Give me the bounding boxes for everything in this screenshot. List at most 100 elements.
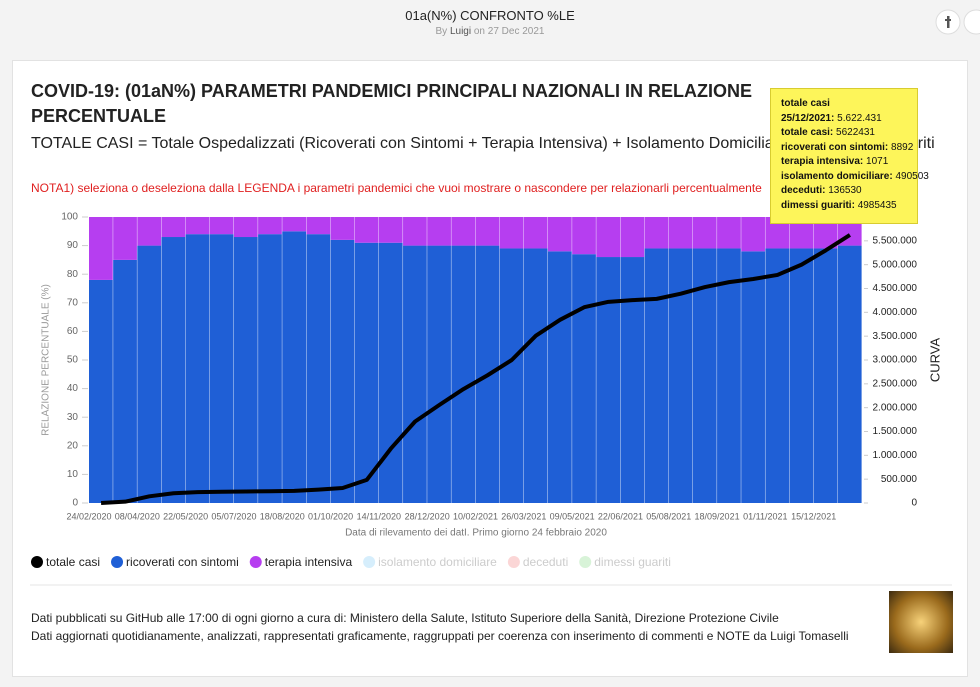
author[interactable]: Luigi xyxy=(449,26,472,37)
y2-tick-label: 4.500.000 xyxy=(873,283,918,294)
byline: By Luigi on 27 Dec 2021 xyxy=(0,26,980,37)
bar-segment xyxy=(330,239,355,503)
tooltip-row: dimessi guariti: 4985435 xyxy=(781,199,917,214)
x-tick-label: 22/05/2020 xyxy=(163,511,208,521)
tooltip-label: isolamento domiciliare: xyxy=(781,170,893,182)
footer-line: Dati pubblicati su GitHub alle 17:00 di … xyxy=(31,611,779,625)
bar-segment xyxy=(572,217,596,255)
tooltip-title: totale casi xyxy=(781,98,830,109)
x-tick-label: 22/06/2021 xyxy=(598,511,643,521)
tooltip-value: 5.622.431 xyxy=(837,112,882,124)
y-tick-label: 100 xyxy=(61,212,78,223)
bar-segment xyxy=(765,248,790,503)
line-series xyxy=(100,233,851,505)
legend-item[interactable]: deceduti xyxy=(507,555,568,569)
y2-tick-label: 2.000.000 xyxy=(873,402,918,413)
tooltip-value: 4985435 xyxy=(857,199,897,211)
tooltip-label: terapia intensiva: xyxy=(781,156,864,167)
x-tick-label: 28/12/2020 xyxy=(405,511,450,521)
tooltip-value: 490503 xyxy=(895,170,929,182)
bar-segment xyxy=(765,217,790,249)
bar-segment xyxy=(717,217,741,249)
bar-segment xyxy=(89,217,113,280)
legend-label: ricoverati con sintomi xyxy=(126,555,239,569)
bar-segment xyxy=(354,242,379,504)
legend-label: dimessi guariti xyxy=(594,555,671,569)
tooltip-row: totale casi xyxy=(781,97,917,112)
post-title: 01a(N%) CONFRONTO %LE xyxy=(405,8,575,23)
tooltip-row: terapia intensiva: 1071 xyxy=(781,155,917,170)
y2-axis-title: CURVA xyxy=(927,338,942,383)
bar-segment xyxy=(547,217,572,252)
y2-tick-label: 4.000.000 xyxy=(873,307,918,318)
tooltip-value: 1071 xyxy=(866,156,889,167)
tooltip-value: 8892 xyxy=(891,141,914,153)
legend-item[interactable]: terapia intensiva xyxy=(249,555,353,569)
y2-tick-label: 5.500.000 xyxy=(873,235,918,246)
date: on 27 Dec 2021 xyxy=(473,26,545,37)
legend-item[interactable]: isolamento domiciliare xyxy=(363,555,497,569)
bar-segment xyxy=(233,237,258,503)
tooltip-value: 5622431 xyxy=(836,127,875,138)
note: NOTA1) seleziona o deseleziona dalla LEG… xyxy=(31,181,762,195)
legend-swatch xyxy=(363,556,376,568)
bar-segment xyxy=(137,217,162,246)
y2-tick-label: 2.500.000 xyxy=(873,378,918,389)
bar-segment xyxy=(137,245,162,503)
x-tick-label: 14/11/2020 xyxy=(357,511,401,521)
legend-swatch xyxy=(111,556,124,568)
bar-segment xyxy=(282,231,307,504)
bar-segment xyxy=(813,248,838,503)
bar-segment xyxy=(282,217,307,232)
tooltip-label: totale casi: xyxy=(781,127,834,138)
legend-swatch xyxy=(579,556,592,568)
legend-item[interactable]: ricoverati con sintomi xyxy=(111,555,239,569)
y2-tick-label: 500.000 xyxy=(881,474,918,485)
legend-item[interactable]: dimessi guariti xyxy=(579,555,671,569)
x-tick-label: 09/05/2021 xyxy=(550,511,595,521)
bar-segment xyxy=(258,234,282,503)
bar-segment xyxy=(209,234,234,503)
bar-segment xyxy=(258,217,282,235)
legend-swatch xyxy=(31,556,43,568)
share-icons xyxy=(935,9,980,35)
y2-tick-label: 1.500.000 xyxy=(873,426,918,437)
y-tick-label: 80 xyxy=(67,269,79,280)
legend-swatch xyxy=(507,556,520,568)
tooltip-label: deceduti: xyxy=(781,185,826,196)
y-tick-label: 30 xyxy=(67,412,79,423)
y-tick-label: 10 xyxy=(67,469,79,480)
x-tick-label: 01/10/2020 xyxy=(308,511,353,521)
bar-segment xyxy=(523,217,548,249)
y2-tick-label: 3.500.000 xyxy=(873,331,918,342)
bar-segment xyxy=(741,217,765,252)
bar-segment xyxy=(451,217,476,246)
bar-segment xyxy=(741,251,765,503)
bar-segment xyxy=(354,217,379,243)
bar-segment xyxy=(572,254,596,503)
legend-label: totale casi xyxy=(46,555,100,569)
legend-item[interactable]: totale casi xyxy=(31,555,100,569)
tooltip-row: deceduti: 136530 xyxy=(781,184,917,199)
tooltip-row: 25/12/2021: 5.622.431 xyxy=(781,112,917,127)
x-tick-label: 26/03/2021 xyxy=(501,511,546,521)
y2-tick-label: 3.000.000 xyxy=(873,355,918,366)
tooltip-label: ricoverati con sintomi: xyxy=(781,141,889,153)
y-tick-label: 60 xyxy=(67,326,79,337)
legend-label: terapia intensiva xyxy=(265,555,353,569)
by: By xyxy=(435,26,448,37)
y-tick-label: 20 xyxy=(67,440,79,451)
y-axis-title: RELAZIONE PERCENTUALE (%) xyxy=(41,284,52,436)
x-tick-label: 18/09/2021 xyxy=(695,511,740,521)
bar-segment xyxy=(692,217,717,249)
bar-segment xyxy=(427,217,451,246)
bar-segment xyxy=(475,217,500,246)
x-tick-label: 05/08/2021 xyxy=(646,511,691,521)
twitter-icon[interactable] xyxy=(963,9,980,35)
y2-tick-label: 0 xyxy=(911,498,917,509)
x-tick-label: 01/11/2021 xyxy=(743,511,787,521)
bar-segment xyxy=(306,234,331,503)
bar-segment xyxy=(427,245,451,503)
bar-segment xyxy=(813,217,838,249)
x-axis-title: Data di rilevamento dei datI. Primo gior… xyxy=(345,528,607,539)
